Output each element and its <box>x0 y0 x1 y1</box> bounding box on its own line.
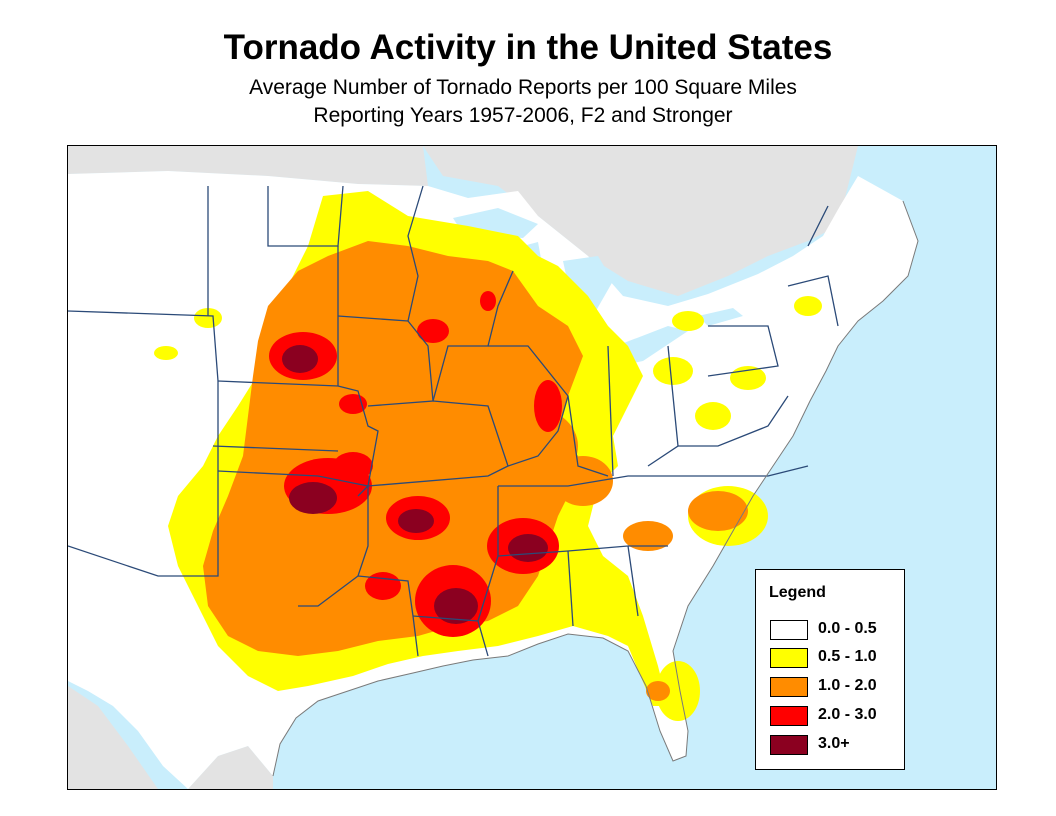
legend-label: 3.0+ <box>818 735 850 752</box>
mexico-east <box>188 746 273 789</box>
legend: Legend 0.0 - 0.5 0.5 - 1.0 1.0 - 2.0 2.0… <box>755 569 905 770</box>
mexico-west <box>68 686 158 789</box>
legend-swatch <box>770 706 808 726</box>
canada-east <box>423 146 858 296</box>
map-subtitle-1: Average Number of Tornado Reports per 10… <box>249 76 797 99</box>
canada-west <box>68 146 428 186</box>
legend-label: 0.0 - 0.5 <box>818 620 877 637</box>
legend-swatch <box>770 648 808 668</box>
legend-title: Legend <box>769 584 826 601</box>
legend-label: 1.0 - 2.0 <box>818 677 877 694</box>
map-subtitle-2: Reporting Years 1957-2006, F2 and Strong… <box>313 104 733 127</box>
state-borders <box>68 185 839 657</box>
lake-ontario <box>698 308 743 326</box>
legend-swatch <box>770 677 808 697</box>
legend-swatch <box>770 620 808 640</box>
map-title: Tornado Activity in the United States <box>223 28 833 67</box>
legend-label: 2.0 - 3.0 <box>818 706 877 723</box>
legend-label: 0.5 - 1.0 <box>818 648 877 665</box>
legend-swatch <box>770 735 808 755</box>
map-frame <box>67 145 997 790</box>
coastline <box>272 200 919 777</box>
map-svg <box>68 146 996 789</box>
